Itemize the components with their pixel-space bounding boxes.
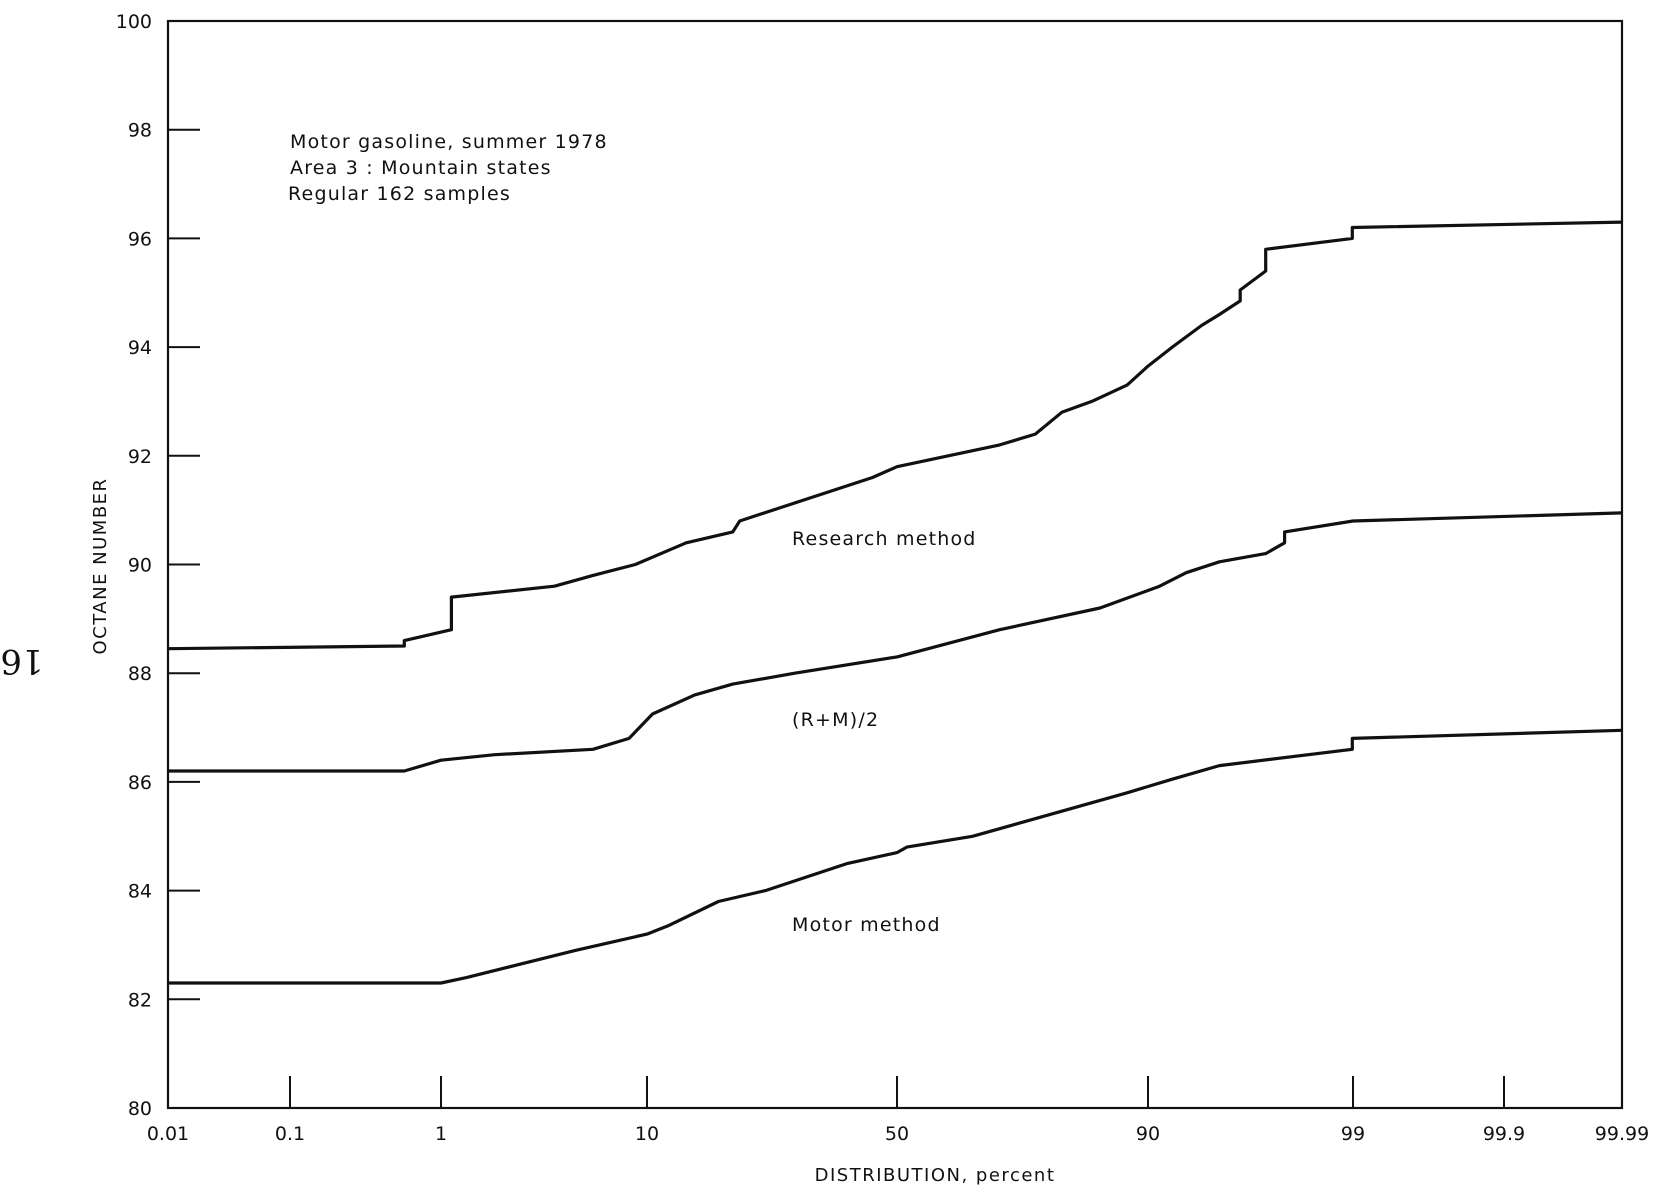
x-tick-label: 99 (1341, 1123, 1365, 1145)
x-tick-label: 0.01 (147, 1123, 189, 1145)
x-axis-title: DISTRIBUTION, percent (815, 1165, 1056, 1186)
annotation-line-3: Regular 162 samples (288, 183, 511, 205)
y-tick-label: 92 (128, 446, 152, 468)
series-label-rm2: (R+M)/2 (792, 709, 879, 731)
page-number: 16 (0, 641, 43, 681)
series-label-motor: Motor method (792, 914, 941, 936)
x-tick-label: 1 (435, 1123, 447, 1145)
annotation-line-1: Motor gasoline, summer 1978 (290, 131, 608, 153)
annotation-line-2: Area 3 : Mountain states (290, 157, 552, 179)
x-tick-label: 99.99 (1595, 1123, 1649, 1145)
y-axis-title: OCTANE NUMBER (90, 477, 111, 654)
y-tick-label: 100 (116, 11, 152, 33)
y-tick-label: 86 (128, 772, 152, 794)
y-tick-label: 98 (128, 120, 152, 142)
y-tick-label: 94 (128, 337, 152, 359)
x-tick-label: 99.9 (1483, 1123, 1525, 1145)
x-tick-label: 50 (885, 1123, 909, 1145)
y-tick-label: 84 (128, 881, 152, 903)
x-axis-ticks: 0.01 0.1 1 10 50 90 99 99.9 99.99 (147, 1076, 1649, 1145)
motor-method-line (168, 728, 1623, 985)
series-lines (167, 220, 1623, 985)
x-tick-label: 90 (1136, 1123, 1160, 1145)
y-tick-label: 96 (128, 228, 152, 250)
y-axis-ticks: 80 82 84 86 88 90 92 94 96 98 100 (116, 11, 200, 1120)
y-tick-label: 80 (128, 1098, 152, 1120)
x-tick-label: 10 (635, 1123, 659, 1145)
y-tick-label: 88 (128, 663, 152, 685)
series-label-research: Research method (792, 528, 977, 550)
research-method-line (167, 220, 1623, 651)
y-tick-label: 90 (128, 555, 152, 577)
y-tick-label: 82 (128, 989, 152, 1011)
rm-average-line (168, 511, 1623, 773)
x-tick-label: 0.1 (275, 1123, 305, 1145)
